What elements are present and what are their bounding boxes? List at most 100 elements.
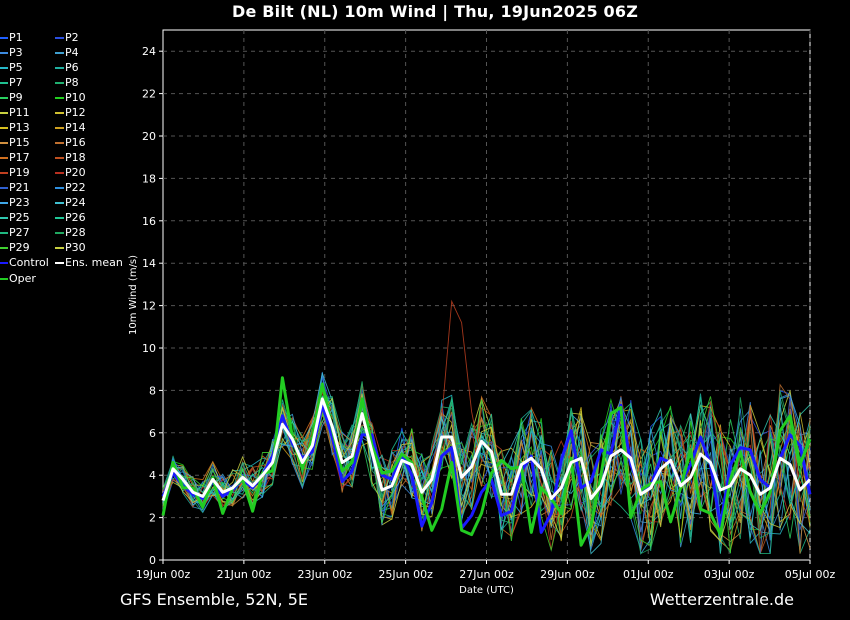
legend-swatch (0, 247, 8, 249)
legend-swatch (55, 37, 64, 39)
member-line-p29 (162, 396, 811, 553)
legend-label: P18 (65, 151, 86, 164)
legend-swatch (0, 187, 8, 189)
legend-label: P29 (9, 241, 30, 254)
legend-swatch (55, 247, 64, 249)
legend-swatch (55, 232, 64, 234)
y-tick-label: 6 (149, 427, 156, 440)
legend-swatch (0, 52, 8, 54)
y-tick-label: 12 (142, 300, 156, 313)
legend-swatch (0, 262, 8, 264)
legend-swatch (0, 278, 8, 280)
legend-swatch (55, 187, 64, 189)
y-tick-label: 2 (149, 512, 156, 525)
legend-label: P25 (9, 211, 30, 224)
y-tick-label: 24 (142, 45, 156, 58)
legend-label: P3 (9, 46, 23, 59)
legend-swatch (55, 172, 64, 174)
legend-label: P7 (9, 76, 23, 89)
footer-source: Wetterzentrale.de (649, 590, 794, 609)
legend-label: P28 (65, 226, 86, 239)
member-line-p27 (162, 396, 811, 555)
x-tick-label: 03Jul 00z (704, 568, 755, 581)
legend-swatch (0, 37, 8, 39)
chart-title: De Bilt (NL) 10m Wind | Thu, 19Jun2025 0… (231, 2, 639, 21)
legend-label: P10 (65, 91, 86, 104)
legend-swatch (55, 82, 64, 84)
legend-label: P11 (9, 106, 30, 119)
x-axis-label: Date (UTC) (459, 585, 514, 596)
legend-swatch (55, 112, 64, 114)
y-tick-label: 10 (142, 342, 156, 355)
legend-swatch (0, 112, 8, 114)
x-tick-label: 23Jun 00z (298, 568, 353, 581)
legend-label: P4 (65, 46, 79, 59)
legend-label: P5 (9, 61, 23, 74)
legend-label: P27 (9, 226, 30, 239)
legend-label: P19 (9, 166, 30, 179)
legend-label: P17 (9, 151, 30, 164)
y-tick-label: 22 (142, 88, 156, 101)
legend-swatch (0, 97, 8, 99)
y-tick-label: 18 (142, 172, 156, 185)
x-tick-label: 25Jun 00z (378, 568, 433, 581)
legend-label: P1 (9, 31, 23, 44)
y-axis-label: 10m Wind (m/s) (128, 255, 139, 335)
legend-swatch (55, 142, 64, 144)
legend-swatch (0, 157, 8, 159)
y-tick-label: 4 (149, 469, 156, 482)
x-tick-label: 19Jun 00z (136, 568, 191, 581)
control-line (161, 403, 812, 534)
legend-swatch (0, 142, 8, 144)
legend-swatch (0, 127, 8, 129)
x-tick-label: 29Jun 00z (540, 568, 595, 581)
legend-swatch (0, 67, 8, 69)
legend-swatch (55, 202, 64, 204)
legend-label: Control (9, 256, 49, 269)
legend-swatch (0, 172, 8, 174)
legend-swatch (55, 97, 64, 99)
member-line-p13 (162, 405, 811, 549)
member-line-p24 (162, 371, 811, 555)
y-tick-label: 0 (149, 554, 156, 567)
y-tick-label: 20 (142, 130, 156, 143)
y-tick-label: 16 (142, 215, 156, 228)
legend-label: P30 (65, 241, 86, 254)
legend-label: P6 (65, 61, 79, 74)
footer-model: GFS Ensemble, 52N, 5E (120, 590, 308, 609)
legend-label: P9 (9, 91, 23, 104)
legend-swatch (0, 82, 8, 84)
legend-label: P23 (9, 196, 30, 209)
legend-label: P24 (65, 196, 86, 209)
legend-label: P15 (9, 136, 30, 149)
legend-label: Oper (9, 272, 36, 285)
legend-label: P2 (65, 31, 79, 44)
x-tick-label: 01Jul 00z (623, 568, 674, 581)
legend-swatch (55, 67, 64, 69)
x-tick-label: 27Jun 00z (459, 568, 514, 581)
legend-label: P8 (65, 76, 79, 89)
legend-swatch (55, 217, 64, 219)
legend-swatch (55, 127, 64, 129)
legend-label: P16 (65, 136, 86, 149)
legend-label: Ens. mean (65, 256, 123, 269)
legend-swatch (0, 232, 8, 234)
ens-mean-line (161, 397, 812, 502)
legend-label: P22 (65, 181, 86, 194)
legend-swatch (55, 52, 64, 54)
legend-label: P13 (9, 121, 30, 134)
legend-swatch (0, 217, 8, 219)
legend-label: P14 (65, 121, 86, 134)
oper-line (161, 376, 812, 547)
legend-label: P12 (65, 106, 86, 119)
x-tick-label: 05Jul 00z (785, 568, 836, 581)
legend-label: P21 (9, 181, 30, 194)
legend-swatch (55, 262, 64, 264)
legend-swatch (55, 157, 64, 159)
x-tick-label: 21Jun 00z (217, 568, 272, 581)
legend-label: P26 (65, 211, 86, 224)
legend-label: P20 (65, 166, 86, 179)
y-tick-label: 14 (142, 257, 156, 270)
y-tick-label: 8 (149, 384, 156, 397)
